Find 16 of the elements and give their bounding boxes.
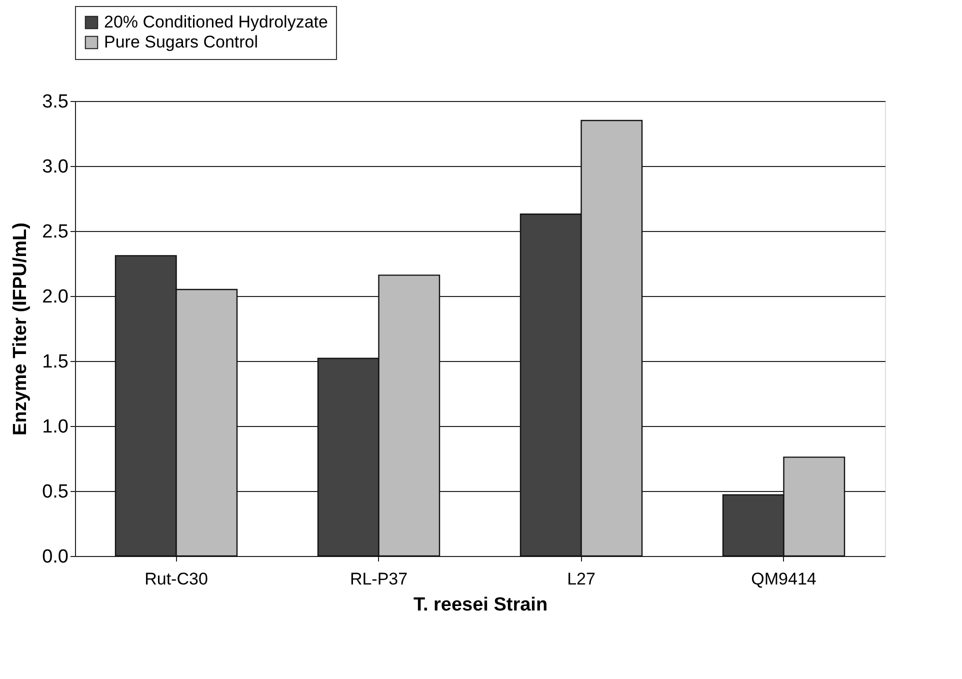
x-tick-label: QM9414 (751, 570, 816, 588)
y-tick-label: 1.5 (42, 352, 68, 372)
y-tick-label: 0.0 (42, 546, 68, 568)
y-tick-label: 0.5 (42, 482, 68, 502)
y-tick-label: 3.5 (42, 92, 68, 112)
legend-label: Pure Sugars Control (104, 32, 258, 52)
y-tick-label: 2.0 (42, 286, 68, 308)
legend-label: 20% Conditioned Hydrolyzate (104, 12, 328, 32)
y-axis-title: Enzyme Titer (IFPU/mL) (10, 222, 32, 436)
x-tick-label: Rut-C30 (144, 570, 208, 588)
x-axis-title: T. reesei Strain (413, 594, 548, 616)
y-tick-label: 1.0 (42, 416, 68, 438)
x-tick-label: L27 (567, 570, 596, 588)
y-tick-label: 3.0 (42, 156, 68, 178)
x-tick-label: RL-P37 (350, 570, 408, 588)
y-tick-label: 2.5 (42, 222, 68, 242)
